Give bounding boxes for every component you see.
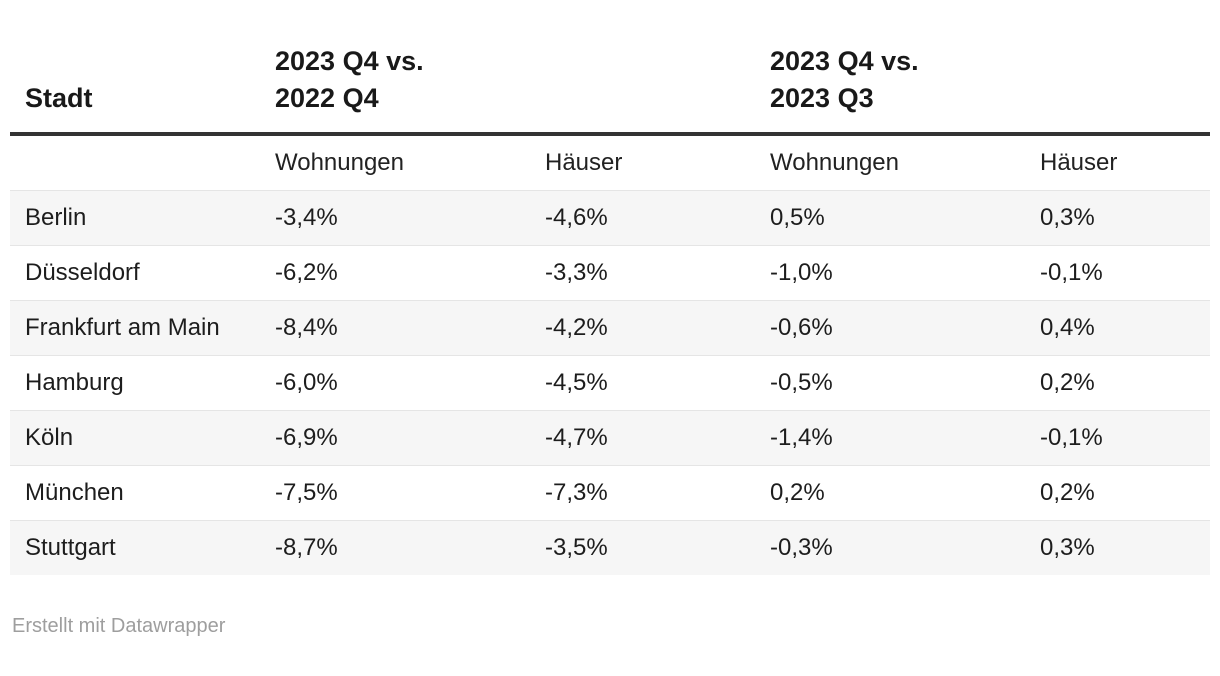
attribution-text: Erstellt mit Datawrapper bbox=[12, 614, 226, 637]
value-cell: -0,1% bbox=[1040, 258, 1103, 286]
column-header-stadt: Stadt bbox=[10, 0, 260, 136]
city-cell: Berlin bbox=[25, 203, 87, 231]
table-row-duesseldorf: Düsseldorf -6,2% -3,3% -1,0% -0,1% bbox=[10, 245, 1210, 300]
value-cell: 0,2% bbox=[1040, 478, 1095, 506]
city-cell: Hamburg bbox=[25, 368, 124, 396]
value-cell: -4,5% bbox=[545, 368, 608, 396]
value-cell: 0,2% bbox=[770, 478, 825, 506]
price-change-table: Stadt 2023 Q4 vs. 2022 Q4 2023 Q4 vs. 20… bbox=[10, 0, 1210, 575]
city-cell: Frankfurt am Main bbox=[25, 313, 220, 341]
subheader-row: Wohnungen Häuser Wohnungen Häuser bbox=[10, 134, 1210, 190]
value-cell: -1,0% bbox=[770, 258, 833, 286]
value-cell: -6,2% bbox=[275, 258, 338, 286]
value-cell: 0,5% bbox=[770, 203, 825, 231]
city-cell: Düsseldorf bbox=[25, 258, 140, 286]
subheader-empty-cell bbox=[10, 134, 260, 190]
value-cell: -8,4% bbox=[275, 313, 338, 341]
subheader-qoq-haeuser: Häuser bbox=[1040, 148, 1118, 176]
value-cell: -0,1% bbox=[1040, 423, 1103, 451]
value-cell: -1,4% bbox=[770, 423, 833, 451]
value-cell: 0,3% bbox=[1040, 533, 1095, 561]
value-cell: -6,9% bbox=[275, 423, 338, 451]
table-row-muenchen: München -7,5% -7,3% 0,2% 0,2% bbox=[10, 465, 1210, 520]
value-cell: -3,5% bbox=[545, 533, 608, 561]
subheader-yoy-wohnungen: Wohnungen bbox=[275, 148, 404, 176]
value-cell: -6,0% bbox=[275, 368, 338, 396]
subheader-qoq-wohnungen: Wohnungen bbox=[770, 148, 899, 176]
value-cell: 0,2% bbox=[1040, 368, 1095, 396]
value-cell: -0,6% bbox=[770, 313, 833, 341]
value-cell: -7,3% bbox=[545, 478, 608, 506]
value-cell: -7,5% bbox=[275, 478, 338, 506]
table-header: Stadt 2023 Q4 vs. 2022 Q4 2023 Q4 vs. 20… bbox=[10, 0, 1210, 190]
table-row-berlin: Berlin -3,4% -4,6% 0,5% 0,3% bbox=[10, 190, 1210, 245]
value-cell: -0,3% bbox=[770, 533, 833, 561]
city-cell: München bbox=[25, 478, 124, 506]
value-cell: -4,2% bbox=[545, 313, 608, 341]
group-header-yoy: 2023 Q4 vs. 2022 Q4 bbox=[260, 0, 755, 136]
value-cell: -8,7% bbox=[275, 533, 338, 561]
table-row-hamburg: Hamburg -6,0% -4,5% -0,5% 0,2% bbox=[10, 355, 1210, 410]
table-row-koeln: Köln -6,9% -4,7% -1,4% -0,1% bbox=[10, 410, 1210, 465]
value-cell: 0,4% bbox=[1040, 313, 1095, 341]
city-cell: Stuttgart bbox=[25, 533, 116, 561]
value-cell: -0,5% bbox=[770, 368, 833, 396]
table-row-stuttgart: Stuttgart -8,7% -3,5% -0,3% 0,3% bbox=[10, 520, 1210, 575]
group-header-row: Stadt 2023 Q4 vs. 2022 Q4 2023 Q4 vs. 20… bbox=[10, 0, 1210, 136]
group-header-qoq: 2023 Q4 vs. 2023 Q3 bbox=[755, 0, 1210, 136]
value-cell: -3,3% bbox=[545, 258, 608, 286]
subheader-yoy-haeuser: Häuser bbox=[545, 148, 623, 176]
value-cell: -4,6% bbox=[545, 203, 608, 231]
table-body: Berlin -3,4% -4,6% 0,5% 0,3% Düsseldorf … bbox=[10, 190, 1210, 575]
city-cell: Köln bbox=[25, 423, 74, 451]
value-cell: -3,4% bbox=[275, 203, 338, 231]
table-row-frankfurt: Frankfurt am Main -8,4% -4,2% -0,6% 0,4% bbox=[10, 300, 1210, 355]
table-container: Stadt 2023 Q4 vs. 2022 Q4 2023 Q4 vs. 20… bbox=[10, 0, 1210, 637]
value-cell: 0,3% bbox=[1040, 203, 1095, 231]
value-cell: -4,7% bbox=[545, 423, 608, 451]
